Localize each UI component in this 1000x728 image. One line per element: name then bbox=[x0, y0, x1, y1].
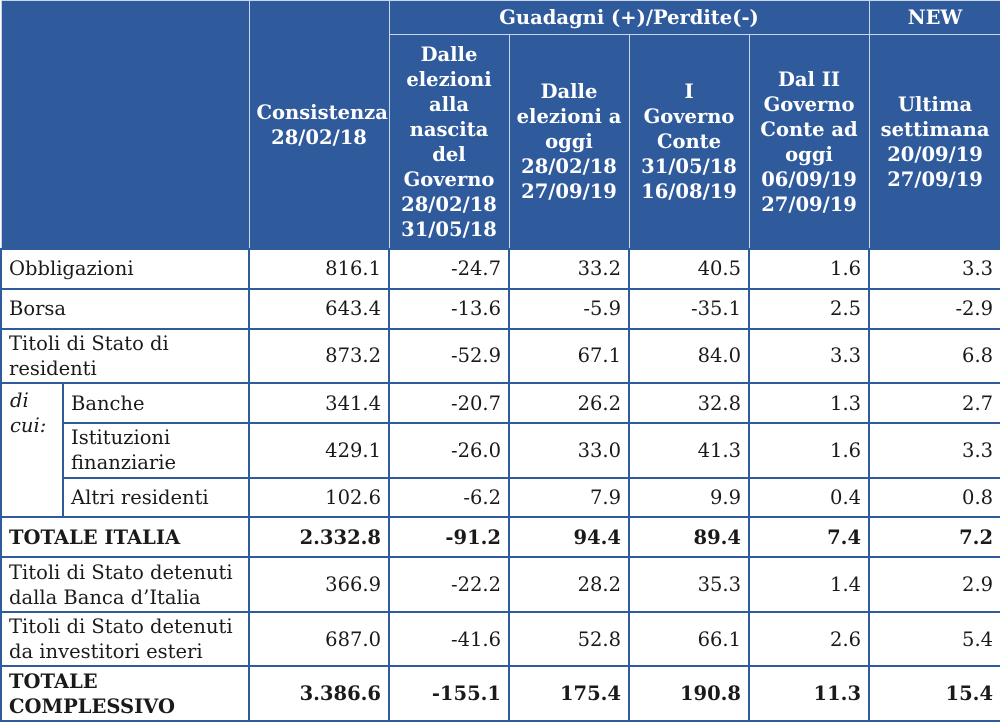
cell-value: -155.1 bbox=[388, 665, 510, 722]
cell-value: 28.2 bbox=[508, 556, 630, 613]
sub-label-di-cui: di cui: bbox=[0, 382, 64, 519]
cell-value: -91.2 bbox=[388, 516, 510, 559]
table-row: Titoli di Stato detenuti dalla Banca d’I… bbox=[0, 556, 1000, 613]
cell-value: -22.2 bbox=[388, 556, 510, 613]
header-first-conte-government: I Governo Conte 31/05/18 16/08/19 bbox=[628, 34, 750, 250]
table-row-total-complessivo: TOTALE COMPLESSIVO 3.386.6 -155.1 175.4 … bbox=[0, 665, 1000, 722]
cell-value: 175.4 bbox=[508, 665, 630, 722]
cell-value: 0.4 bbox=[747, 476, 871, 519]
header-last-week: Ultima settimana 20/09/19 27/09/19 bbox=[868, 34, 1000, 250]
cell-value: 2.9 bbox=[868, 556, 1000, 613]
cell-value: 52.8 bbox=[508, 610, 630, 668]
cell-value: -13.6 bbox=[388, 287, 510, 330]
cell-value: 41.3 bbox=[628, 422, 750, 479]
cell-value: 3.3 bbox=[747, 327, 871, 385]
cell-value: 190.8 bbox=[628, 665, 750, 722]
row-label: Titoli di Stato di residenti bbox=[0, 327, 250, 385]
cell-value: 429.1 bbox=[248, 422, 390, 479]
header-second-conte-government: Dal II Governo Conte ad oggi 06/09/19 27… bbox=[748, 34, 870, 250]
cell-value: 67.1 bbox=[508, 327, 630, 385]
row-label: TOTALE ITALIA bbox=[0, 516, 250, 559]
cell-value: -6.2 bbox=[388, 476, 510, 519]
cell-value: 7.9 bbox=[508, 476, 630, 519]
cell-value: 11.3 bbox=[747, 665, 871, 722]
row-label: TOTALE COMPLESSIVO bbox=[0, 665, 250, 722]
cell-value: -20.7 bbox=[388, 382, 510, 425]
cell-value: 102.6 bbox=[248, 476, 390, 519]
cell-value: 2.5 bbox=[747, 287, 871, 330]
row-label: Obbligazioni bbox=[0, 248, 250, 290]
row-label: Istituzioni finanziarie bbox=[62, 422, 250, 479]
cell-value: 1.6 bbox=[747, 248, 871, 290]
cell-value: 94.4 bbox=[508, 516, 630, 559]
cell-value: 2.6 bbox=[747, 610, 871, 668]
cell-value: 9.9 bbox=[628, 476, 750, 519]
cell-value: 40.5 bbox=[628, 248, 750, 290]
table-row: Borsa 643.4 -13.6 -5.9 -35.1 2.5 -2.9 bbox=[0, 287, 1000, 330]
cell-value: 66.1 bbox=[628, 610, 750, 668]
cell-value: 873.2 bbox=[248, 327, 390, 385]
cell-value: 33.0 bbox=[508, 422, 630, 479]
cell-value: 89.4 bbox=[628, 516, 750, 559]
cell-value: -52.9 bbox=[388, 327, 510, 385]
row-label: Titoli di Stato detenuti da investitori … bbox=[0, 610, 250, 668]
cell-value: 1.6 bbox=[747, 422, 871, 479]
cell-value: 1.3 bbox=[747, 382, 871, 425]
table-row: Altri residenti 102.6 -6.2 7.9 9.9 0.4 0… bbox=[1, 476, 1000, 519]
cell-value: 2.7 bbox=[868, 382, 1000, 425]
cell-value: 1.4 bbox=[747, 556, 871, 613]
cell-value: -2.9 bbox=[868, 287, 1000, 330]
header-group-new: NEW bbox=[868, 0, 1000, 35]
cell-value: -41.6 bbox=[388, 610, 510, 668]
row-label: Borsa bbox=[0, 287, 250, 330]
cell-value: 32.8 bbox=[628, 382, 750, 425]
cell-value: 816.1 bbox=[248, 248, 390, 290]
cell-value: 3.3 bbox=[868, 422, 1000, 479]
cell-value: 26.2 bbox=[508, 382, 630, 425]
cell-value: -24.7 bbox=[388, 248, 510, 290]
table-row: Istituzioni finanziarie 429.1 -26.0 33.0… bbox=[1, 422, 1000, 479]
header-election-to-today: Dalle elezioni a oggi 28/02/18 27/09/19 bbox=[508, 34, 630, 250]
cell-value: 3.3 bbox=[868, 248, 1000, 290]
cell-value: 6.8 bbox=[868, 327, 1000, 385]
cell-value: 643.4 bbox=[248, 287, 390, 330]
row-label: Banche bbox=[62, 382, 250, 425]
row-label: Altri residenti bbox=[62, 476, 250, 519]
cell-value: 341.4 bbox=[248, 382, 390, 425]
cell-value: 15.4 bbox=[868, 665, 1000, 722]
cell-value: 687.0 bbox=[248, 610, 390, 668]
cell-value: -26.0 bbox=[388, 422, 510, 479]
cell-value: -5.9 bbox=[508, 287, 630, 330]
cell-value: 0.8 bbox=[868, 476, 1000, 519]
cell-value: 5.4 bbox=[868, 610, 1000, 668]
table-row: di cui: Banche 341.4 -20.7 26.2 32.8 1.3… bbox=[0, 382, 1000, 519]
table-row: Obbligazioni 816.1 -24.7 33.2 40.5 1.6 3… bbox=[0, 248, 1000, 290]
cell-value: 3.386.6 bbox=[248, 665, 390, 722]
cell-value: 2.332.8 bbox=[248, 516, 390, 559]
cell-value: 7.4 bbox=[747, 516, 871, 559]
cell-value: -35.1 bbox=[628, 287, 750, 330]
header-election-to-government: Dalle elezioni alla nascita del Governo … bbox=[388, 34, 510, 250]
header-consistenza: Consistenza 28/02/18 bbox=[248, 0, 390, 250]
cell-value: 35.3 bbox=[628, 556, 750, 613]
table-row: Titoli di Stato detenuti da investitori … bbox=[0, 610, 1000, 668]
table-row-total-italia: TOTALE ITALIA 2.332.8 -91.2 94.4 89.4 7.… bbox=[0, 516, 1000, 559]
header-group-gain-loss: Guadagni (+)/Perdite(-) bbox=[388, 0, 870, 35]
header-empty-corner bbox=[0, 0, 250, 250]
cell-value: 7.2 bbox=[868, 516, 1000, 559]
cell-value: 366.9 bbox=[248, 556, 390, 613]
cell-value: 84.0 bbox=[628, 327, 750, 385]
row-label: Titoli di Stato detenuti dalla Banca d’I… bbox=[0, 556, 250, 613]
table-row: Titoli di Stato di residenti 873.2 -52.9… bbox=[0, 327, 1000, 385]
cell-value: 33.2 bbox=[508, 248, 630, 290]
